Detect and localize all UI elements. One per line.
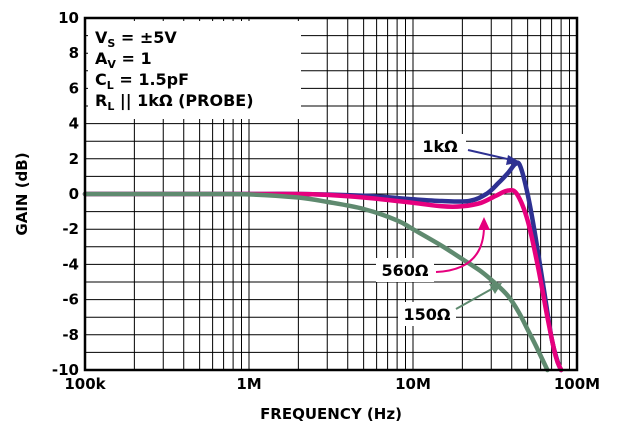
x-tick-label: 100k: [64, 375, 106, 393]
annotation-150: 150Ω: [398, 283, 502, 326]
annotation-560: 560Ω: [376, 217, 490, 282]
annotation-560-box: [376, 258, 434, 282]
condition-rest: = ±5V: [115, 28, 177, 47]
x-tick-label: 1M: [236, 375, 261, 393]
x-tick-label: 100M: [554, 375, 600, 393]
condition-line: VS = ±5V: [95, 28, 177, 50]
series-layer: [82, 160, 564, 373]
y-axis-title: GAIN (dB): [13, 152, 31, 235]
annotation-150-label: 150Ω: [404, 305, 451, 324]
y-tick-label: -2: [62, 220, 79, 238]
annotation-1k: 1kΩ: [414, 134, 520, 165]
series-line-3: [82, 191, 550, 373]
y-tick-label: 0: [69, 185, 79, 203]
condition-main: C: [95, 70, 107, 89]
annotation-560-arrowhead: [478, 217, 490, 230]
condition-subscript: S: [107, 37, 115, 50]
y-tick-label: -4: [62, 255, 79, 273]
annotation-150-arrow: [455, 285, 498, 310]
condition-main: V: [95, 28, 108, 47]
condition-rest: = 1: [116, 49, 152, 68]
condition-main: R: [95, 91, 107, 110]
annotation-1k-label: 1kΩ: [422, 137, 458, 156]
annotation-1k-box: [414, 134, 466, 158]
plot-frame: [83, 16, 579, 372]
annotation-560-label: 560Ω: [382, 261, 429, 280]
series-line-2: [82, 187, 564, 373]
y-tick-label: 10: [58, 9, 79, 27]
condition-rest: = 1.5pF: [114, 70, 189, 89]
annotation-150-arrowhead: [489, 283, 502, 294]
condition-line: RL || 1kΩ (PROBE): [95, 91, 254, 113]
condition-subscript: L: [107, 79, 114, 92]
annotation-1k-arrowhead: [506, 155, 520, 165]
y-tick-label: -10: [52, 361, 79, 379]
y-tick-label: 8: [69, 44, 79, 62]
condition-rest: || 1kΩ (PROBE): [114, 91, 253, 111]
annotation-150-box: [398, 302, 456, 326]
condition-subscript: L: [107, 100, 114, 113]
condition-line: CL = 1.5pF: [95, 70, 189, 92]
conditions-box: [88, 21, 301, 119]
x-tick-label: 10M: [395, 375, 431, 393]
y-tick-label: -6: [62, 291, 79, 309]
y-tick-label: 4: [69, 115, 79, 133]
condition-main: A: [95, 49, 108, 68]
y-tick-label: 6: [69, 79, 79, 97]
x-axis-title: FREQUENCY (Hz): [260, 405, 402, 423]
y-tick-label: -8: [62, 326, 79, 344]
y-tick-label: 2: [69, 150, 79, 168]
annotation-560-arrow: [435, 225, 485, 273]
condition-line: AV = 1: [95, 49, 152, 71]
condition-subscript: V: [107, 58, 116, 71]
